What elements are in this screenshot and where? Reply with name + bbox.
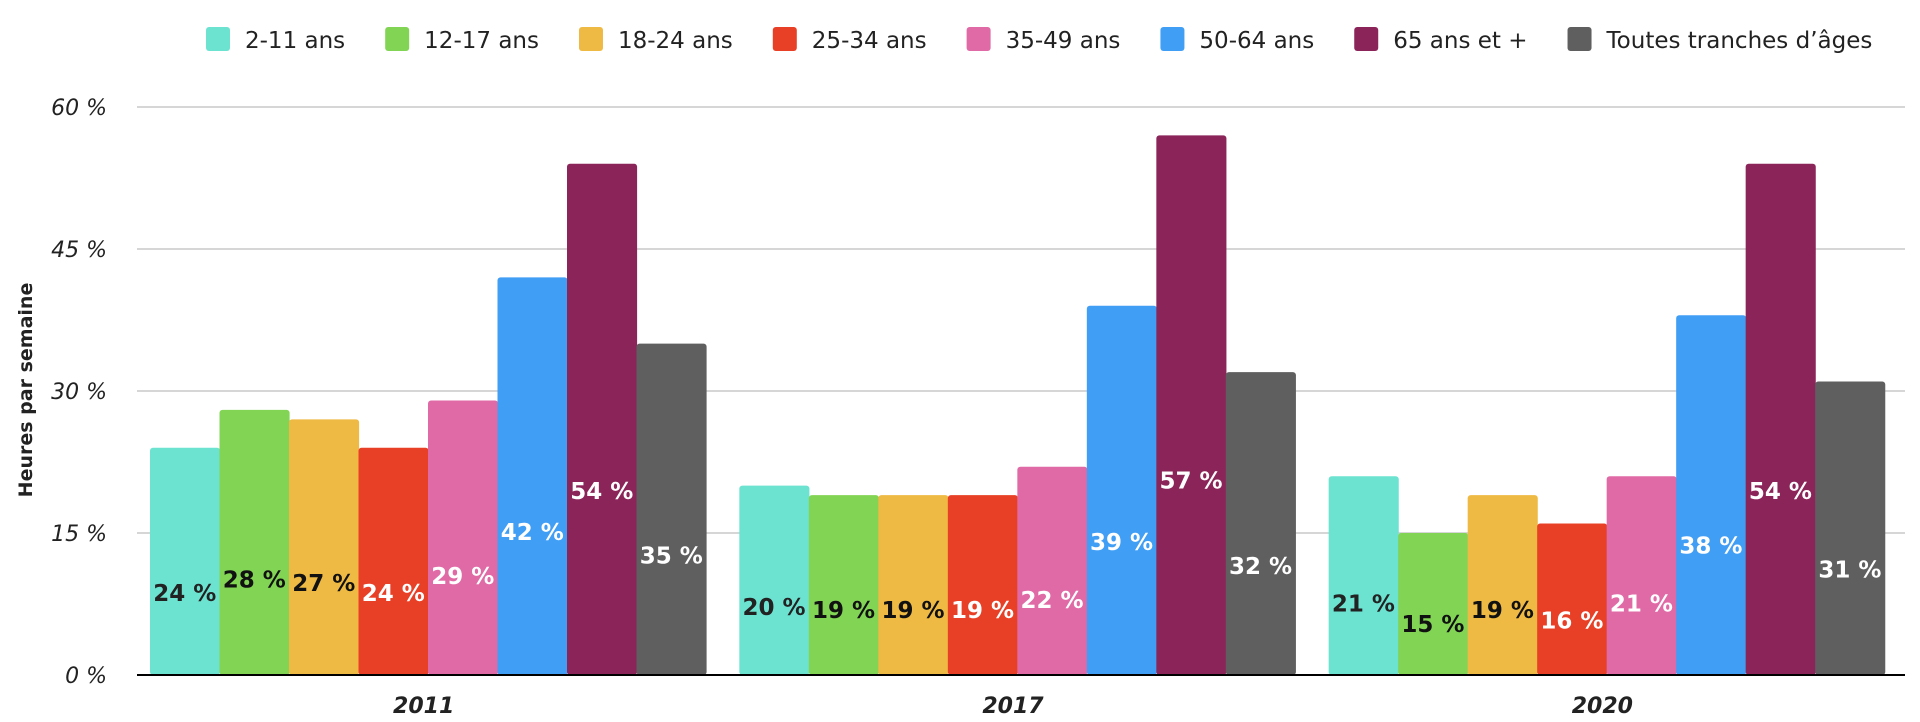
legend-label: 18-24 ans xyxy=(618,28,733,54)
data-label: 32 % xyxy=(1229,554,1292,580)
chart-legend: 2-11 ans 12-17 ans 18-24 ans 25-34 ans 35-49… xyxy=(206,27,1872,54)
bar-series xyxy=(150,135,1886,676)
bar xyxy=(150,447,221,675)
data-label: 24 % xyxy=(153,581,216,607)
data-label: 28 % xyxy=(223,568,286,594)
y-tick-label: 60 % xyxy=(51,96,107,121)
data-label: 19 % xyxy=(882,598,945,624)
bar xyxy=(1225,372,1296,675)
bar xyxy=(1537,523,1608,675)
bar xyxy=(1467,495,1538,675)
data-label: 31 % xyxy=(1818,557,1881,583)
legend-swatch xyxy=(206,27,230,51)
data-label: 54 % xyxy=(1749,479,1812,505)
bar xyxy=(1398,533,1469,675)
data-label: 19 % xyxy=(951,598,1014,624)
data-label: 38 % xyxy=(1679,533,1742,559)
data-label: 20 % xyxy=(743,595,806,621)
data-label: 21 % xyxy=(1610,591,1673,617)
bar xyxy=(878,495,949,675)
bar xyxy=(1156,135,1227,675)
bar xyxy=(1328,476,1399,675)
data-label: 19 % xyxy=(1471,598,1534,624)
data-label: 19 % xyxy=(812,598,875,624)
bar xyxy=(947,495,1018,675)
data-label: 24 % xyxy=(362,581,425,607)
y-tick-label: 0 % xyxy=(65,664,107,689)
legend-item: 35-49 ans xyxy=(966,27,1121,54)
bar xyxy=(739,485,810,675)
bar xyxy=(1745,163,1816,676)
legend-label: 50-64 ans xyxy=(1199,28,1314,54)
data-label: 22 % xyxy=(1021,588,1084,614)
bar xyxy=(497,277,568,675)
legend-swatch xyxy=(1567,27,1592,51)
bar xyxy=(1676,315,1747,675)
legend-label: 25-34 ans xyxy=(812,28,927,54)
x-category-label: 2011 xyxy=(393,694,454,719)
legend-label: 65 ans et + xyxy=(1393,28,1527,54)
legend-label: 35-49 ans xyxy=(1006,28,1121,54)
legend-item: 65 ans et + xyxy=(1354,27,1528,54)
legend-swatch xyxy=(578,27,603,51)
data-label: 39 % xyxy=(1090,530,1153,556)
y-tick-label: 15 % xyxy=(51,522,107,547)
bar xyxy=(1086,305,1157,675)
data-label: 15 % xyxy=(1401,612,1464,638)
bar xyxy=(1017,466,1088,675)
data-label: 29 % xyxy=(431,564,494,590)
data-labels: 24 %28 % 27 % 24 %29 %42 %54 %35 %20 % 19 %… xyxy=(153,469,1881,638)
x-category-label: 2017 xyxy=(982,694,1044,719)
bar xyxy=(1606,476,1677,675)
x-axis-categories: 2011 2017 2020 xyxy=(393,694,1633,719)
legend-swatch xyxy=(1354,27,1379,51)
bar xyxy=(358,447,429,675)
bar xyxy=(428,400,499,675)
x-category-label: 2020 xyxy=(1572,694,1633,719)
legend-item: 12-17 ans xyxy=(385,27,539,54)
bar xyxy=(808,495,879,675)
data-label: 35 % xyxy=(640,544,703,570)
legend-label: Toutes tranches d’âges xyxy=(1606,28,1873,54)
legend-label: 12-17 ans xyxy=(424,28,539,54)
data-label: 16 % xyxy=(1540,608,1603,634)
y-tick-label: 30 % xyxy=(51,380,107,405)
legend-item: 50-64 ans xyxy=(1160,27,1314,54)
y-axis-label: Heures par semaine xyxy=(15,283,37,498)
data-label: 54 % xyxy=(570,479,633,505)
legend-item: 18-24 ans xyxy=(578,27,733,54)
y-tick-label: 45 % xyxy=(51,238,107,263)
bar xyxy=(219,409,290,675)
legend-swatch xyxy=(385,27,410,51)
bar xyxy=(567,163,638,676)
legend-swatch xyxy=(772,27,797,51)
y-axis-ticks: 0 % 15 % 30 % 45 % 60 % xyxy=(51,96,107,689)
bar xyxy=(636,343,707,675)
bar xyxy=(289,419,360,675)
bar xyxy=(1815,381,1886,675)
legend-item: 2-11 ans xyxy=(206,27,345,54)
legend-swatch xyxy=(1160,27,1185,51)
legend-swatch xyxy=(966,27,991,51)
data-label: 57 % xyxy=(1160,469,1223,495)
legend-label: 2-11 ans xyxy=(245,28,345,54)
legend-item: 25-34 ans xyxy=(772,27,927,54)
data-label: 42 % xyxy=(501,520,564,546)
data-label: 27 % xyxy=(292,571,355,597)
data-label: 21 % xyxy=(1332,591,1395,617)
legend-item: Toutes tranches d’âges xyxy=(1567,27,1873,54)
